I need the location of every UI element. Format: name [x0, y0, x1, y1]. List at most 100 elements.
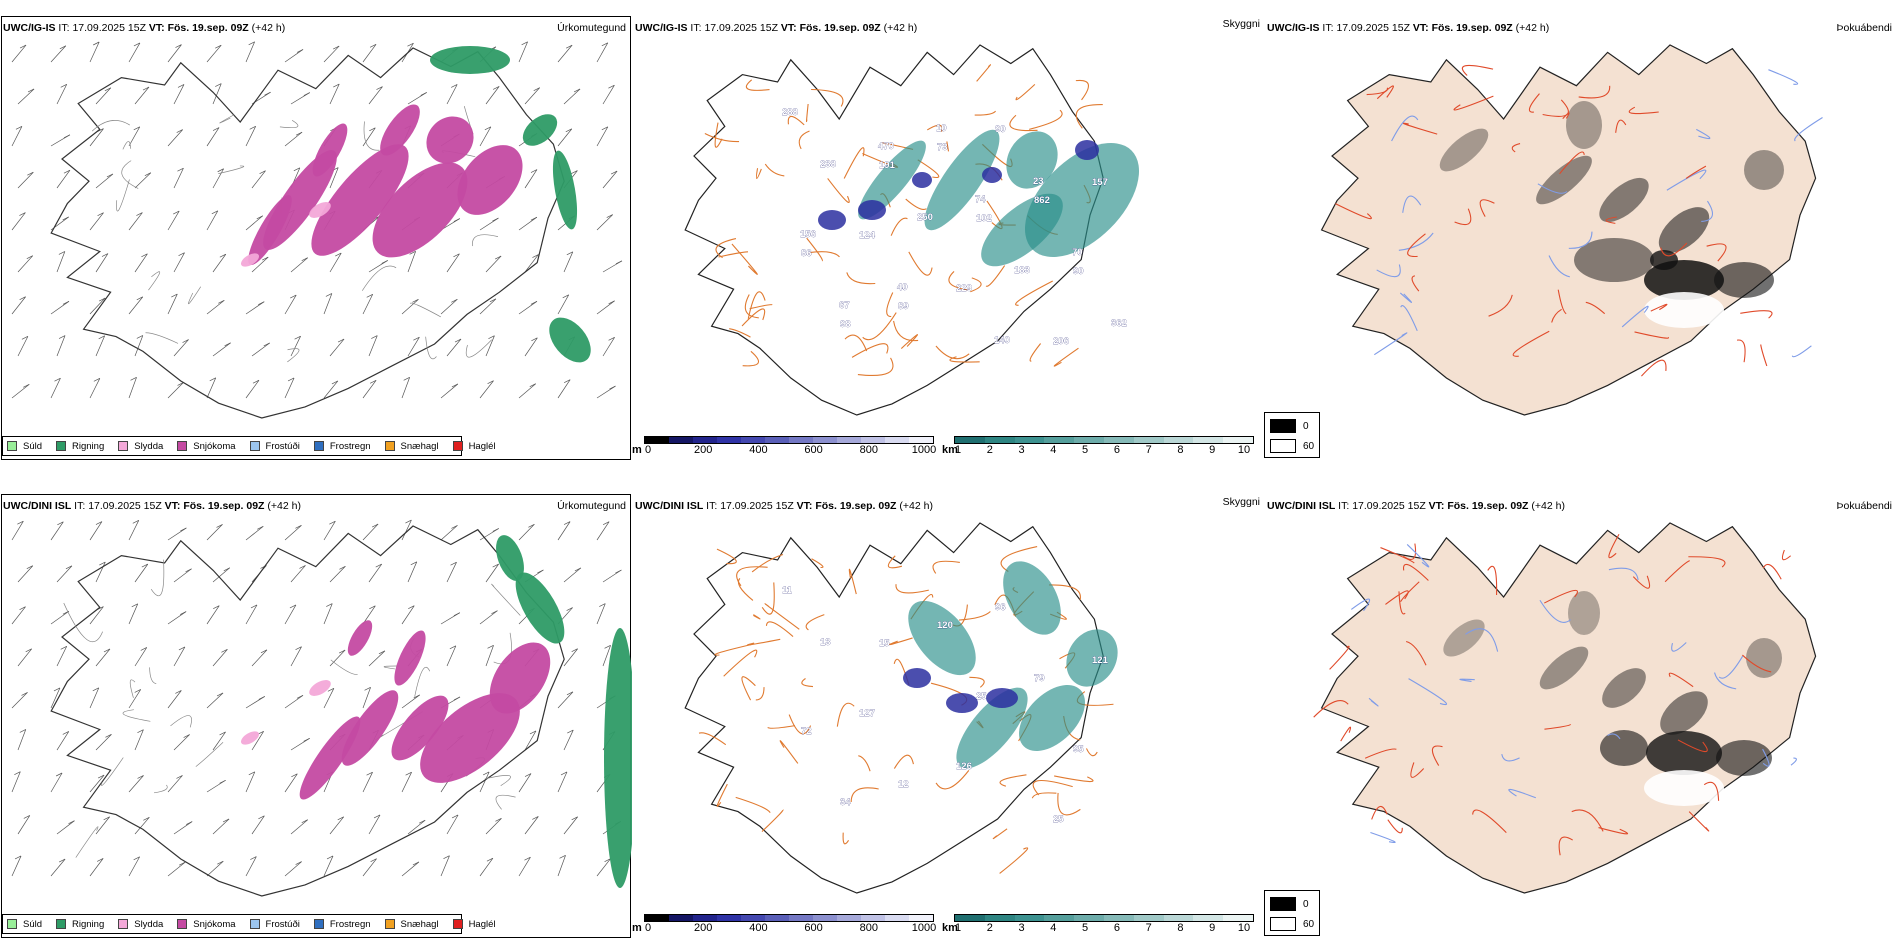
river-line	[1537, 183, 1568, 194]
river-line	[1701, 200, 1714, 222]
wind-barb	[58, 335, 66, 339]
wind-barb	[557, 771, 568, 793]
wind-barb	[134, 172, 152, 189]
wind-barb	[284, 131, 303, 147]
wind-barb	[59, 45, 67, 50]
road-line	[1688, 811, 1710, 832]
wind-barb	[284, 525, 302, 541]
wind-barb	[524, 816, 539, 835]
visibility-label: 238	[820, 159, 836, 170]
panel-title: Skyggni	[1222, 18, 1260, 30]
wind-barb	[212, 168, 224, 189]
legend-label: Haglél	[468, 918, 496, 930]
legend-swatch	[452, 919, 463, 929]
road-line	[122, 141, 132, 150]
panel-title: Úrkomutegund	[557, 500, 626, 512]
road-line	[714, 643, 753, 656]
legend-swatch	[452, 441, 463, 451]
road-line	[729, 328, 751, 338]
colorbar-segment	[1014, 915, 1045, 921]
colorbar-segment	[669, 437, 693, 443]
wind-barb	[137, 775, 144, 779]
road-line	[75, 826, 99, 858]
snow-area	[420, 693, 520, 783]
colorbar-strip	[954, 436, 1254, 444]
wind-barb	[21, 692, 28, 696]
wind-barb	[596, 214, 613, 231]
wind-barb	[17, 255, 34, 273]
legend-swatch	[7, 919, 17, 929]
wind-barb	[212, 342, 231, 357]
colorbar-segment	[765, 915, 789, 921]
rain-area	[515, 572, 565, 644]
visibility-label: 72	[801, 726, 812, 737]
colorbar-tick: 1000	[911, 444, 937, 456]
wind-barb	[258, 301, 265, 305]
wind-barb	[518, 41, 528, 63]
low-visibility-area	[1075, 140, 1099, 160]
road-line	[716, 548, 737, 565]
legend-swatch	[249, 441, 260, 451]
wind-barb	[258, 815, 265, 820]
visibility-label: 96	[995, 602, 1006, 613]
legend-swatch	[313, 441, 324, 451]
road-line	[1461, 64, 1494, 76]
wind-barb	[103, 816, 110, 821]
wind-barb	[329, 252, 342, 273]
road-line	[851, 343, 889, 358]
wind-barb	[58, 858, 66, 863]
wind-barb	[11, 44, 27, 63]
wind-barb	[495, 818, 502, 822]
wind-barb	[50, 610, 70, 625]
wind-barb	[295, 646, 302, 651]
road-line	[1511, 143, 1521, 153]
wind-barb	[128, 775, 144, 793]
road-line	[753, 614, 761, 620]
wind-barb	[175, 44, 182, 48]
wind-barb	[95, 561, 106, 583]
wind-barb	[420, 92, 427, 96]
wind-barb	[180, 527, 187, 532]
wind-barb	[134, 86, 150, 105]
wind-barb	[223, 567, 230, 572]
colorbar-segment	[1133, 437, 1164, 443]
wind-barb	[371, 335, 378, 339]
colorbar-segment	[1133, 915, 1164, 921]
wind-barb	[484, 126, 492, 131]
colorbar-tick: 5	[1082, 922, 1089, 934]
wind-barb	[596, 300, 615, 315]
road-line	[1029, 109, 1063, 130]
wind-barb	[15, 126, 23, 130]
wind-barb	[245, 126, 257, 147]
wind-barb	[245, 771, 256, 793]
wind-barb	[95, 734, 112, 751]
wind-barb	[450, 561, 457, 566]
legend-item: Haglél	[452, 918, 496, 930]
legend-swatch	[56, 441, 67, 451]
fog-map	[1313, 522, 1817, 894]
colorbar-unit: km	[942, 922, 958, 934]
wind-barb	[11, 384, 30, 399]
colorbar-segment	[1163, 437, 1194, 443]
river-line	[1376, 264, 1401, 278]
river-line	[1568, 231, 1593, 249]
wind-barb	[97, 858, 104, 862]
wind-barb	[290, 257, 308, 273]
wind-barb	[491, 610, 498, 614]
panel-title: Úrkomutegund	[557, 22, 626, 34]
visibility-label: 79	[1034, 673, 1045, 684]
wind-barb	[17, 88, 35, 105]
wind-barb	[373, 814, 381, 819]
wind-barb	[479, 610, 498, 625]
fog-indicator-area	[1568, 591, 1600, 635]
legend-swatch	[118, 441, 129, 451]
wind-barb	[17, 565, 34, 583]
wind-barb	[596, 385, 616, 399]
wind-barb	[11, 855, 22, 877]
road-line	[741, 308, 766, 327]
visibility-map: 11 15 25 95 34 120 79 72 12 96 121 127 126 25 13	[684, 522, 1118, 894]
colorbar-segment	[789, 437, 813, 443]
colorbar-tick: 8	[1177, 444, 1184, 456]
wind-barb	[446, 253, 460, 273]
wind-barb	[524, 773, 532, 777]
